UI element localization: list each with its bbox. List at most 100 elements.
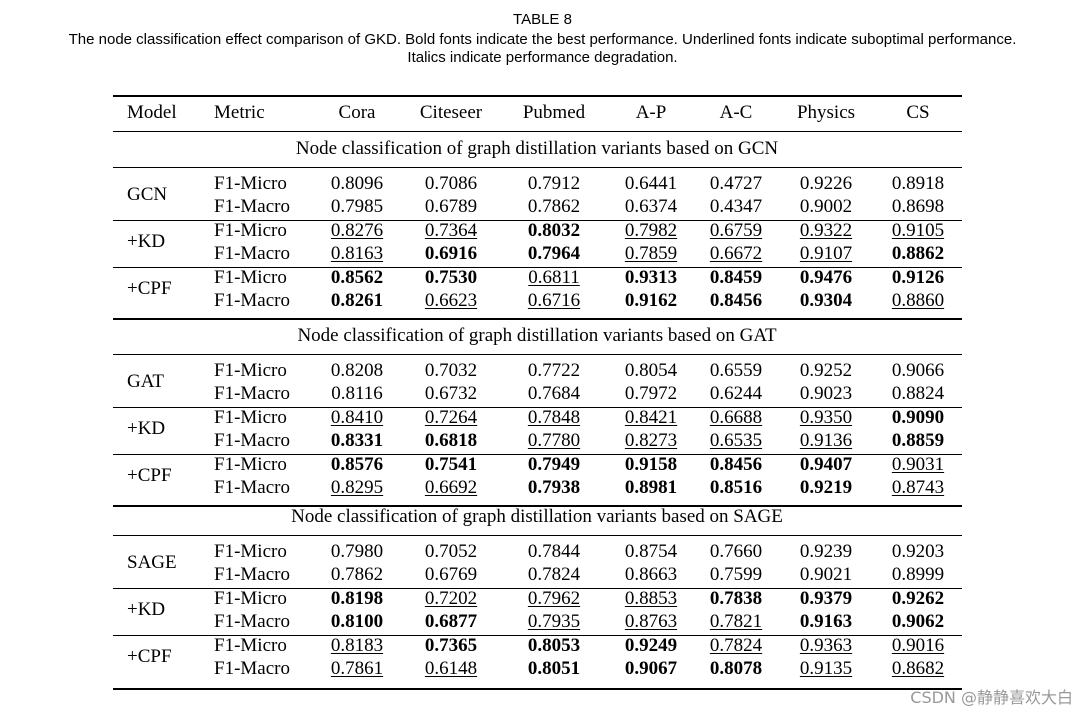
cell-value: 0.7861 [330, 658, 384, 679]
column-header: CS [906, 102, 930, 123]
model-name: +CPF [127, 646, 172, 667]
cell-value: 0.8456 [709, 454, 763, 475]
metric-name: F1-Macro [214, 243, 290, 264]
cell-value: 0.8053 [527, 635, 581, 656]
model-name: +CPF [127, 278, 172, 299]
cell-value: 0.7964 [527, 243, 581, 264]
cell-value: 0.7264 [424, 407, 478, 428]
cell-value: 0.9249 [624, 635, 678, 656]
cell-value: 0.9002 [799, 196, 853, 217]
rule [113, 634, 962, 636]
cell-value: 0.8078 [709, 658, 763, 679]
model-name: +KD [127, 599, 166, 620]
cell-value: 0.8860 [891, 290, 945, 311]
cell-value: 0.6818 [424, 430, 478, 451]
cell-value: 0.7780 [527, 430, 581, 451]
cell-value: 0.7838 [709, 588, 763, 609]
metric-name: F1-Micro [214, 220, 287, 241]
cell-value: 0.9066 [891, 360, 945, 381]
cell-value: 0.9107 [799, 243, 853, 264]
cell-value: 0.9350 [799, 407, 853, 428]
cell-value: 0.9163 [799, 611, 853, 632]
metric-name: F1-Micro [214, 360, 287, 381]
cell-value: 0.6244 [709, 383, 763, 404]
section-title: Node classification of graph distillatio… [297, 325, 777, 346]
cell-value: 0.7844 [527, 541, 581, 562]
cell-value: 0.7364 [424, 220, 478, 241]
cell-value: 0.8208 [330, 360, 384, 381]
cell-value: 0.6916 [424, 243, 478, 264]
cell-value: 0.9067 [624, 658, 678, 679]
cell-value: 0.4347 [709, 196, 763, 217]
cell-value: 0.7862 [527, 196, 581, 217]
metric-name: F1-Macro [214, 611, 290, 632]
cell-value: 0.7985 [330, 196, 384, 217]
rule [113, 505, 962, 507]
model-name: +CPF [127, 465, 172, 486]
cell-value: 0.6535 [709, 430, 763, 451]
cell-value: 0.8663 [624, 564, 678, 585]
cell-value: 0.9322 [799, 220, 853, 241]
cell-value: 0.9158 [624, 454, 678, 475]
metric-name: F1-Micro [214, 541, 287, 562]
cell-value: 0.7938 [527, 477, 581, 498]
cell-value: 0.8183 [330, 635, 384, 656]
cell-value: 0.9162 [624, 290, 678, 311]
cell-value: 0.6759 [709, 220, 763, 241]
cell-value: 0.9016 [891, 635, 945, 656]
cell-value: 0.8054 [624, 360, 678, 381]
metric-name: F1-Micro [214, 407, 287, 428]
metric-name: F1-Micro [214, 635, 287, 656]
cell-value: 0.8459 [709, 267, 763, 288]
cell-value: 0.8516 [709, 477, 763, 498]
cell-value: 0.7086 [424, 173, 478, 194]
cell-value: 0.8853 [624, 588, 678, 609]
cell-value: 0.8456 [709, 290, 763, 311]
cell-value: 0.6148 [424, 658, 478, 679]
section-title: Node classification of graph distillatio… [291, 506, 783, 527]
section-title: Node classification of graph distillatio… [295, 138, 779, 159]
metric-name: F1-Macro [214, 564, 290, 585]
cell-value: 0.8824 [891, 383, 945, 404]
cell-value: 0.8032 [527, 220, 581, 241]
cell-value: 0.8862 [891, 243, 945, 264]
column-header: Citeseer [419, 102, 483, 123]
cell-value: 0.8116 [331, 383, 383, 404]
rule [113, 587, 962, 589]
cell-value: 0.7859 [624, 243, 678, 264]
watermark: CSDN @静静喜欢大白 [910, 688, 1073, 707]
cell-value: 0.8331 [330, 430, 384, 451]
rule [113, 453, 962, 455]
cell-value: 0.7972 [624, 383, 678, 404]
rule [113, 95, 962, 97]
cell-value: 0.7684 [527, 383, 581, 404]
cell-value: 0.7982 [624, 220, 678, 241]
rule [113, 166, 962, 168]
model-name: +KD [127, 231, 166, 252]
cell-value: 0.7935 [527, 611, 581, 632]
cell-value: 0.9105 [891, 220, 945, 241]
cell-value: 0.9363 [799, 635, 853, 656]
cell-value: 0.8273 [624, 430, 678, 451]
cell-value: 0.7660 [709, 541, 763, 562]
cell-value: 0.7541 [424, 454, 478, 475]
cell-value: 0.6441 [624, 173, 678, 194]
cell-value: 0.7821 [709, 611, 763, 632]
column-header: Metric [214, 102, 265, 123]
cell-value: 0.6877 [424, 611, 478, 632]
cell-value: 0.7848 [527, 407, 581, 428]
cell-value: 0.8859 [891, 430, 945, 451]
cell-value: 0.8743 [891, 477, 945, 498]
cell-value: 0.6623 [424, 290, 478, 311]
cell-value: 0.4727 [709, 173, 763, 194]
cell-value: 0.7202 [424, 588, 478, 609]
cell-value: 0.8562 [330, 267, 384, 288]
cell-value: 0.6374 [624, 196, 678, 217]
cell-value: 0.8754 [624, 541, 678, 562]
cell-value: 0.9062 [891, 611, 945, 632]
metric-name: F1-Macro [214, 196, 290, 217]
cell-value: 0.8410 [330, 407, 384, 428]
cell-value: 0.6789 [424, 196, 478, 217]
cell-value: 0.7599 [709, 564, 763, 585]
